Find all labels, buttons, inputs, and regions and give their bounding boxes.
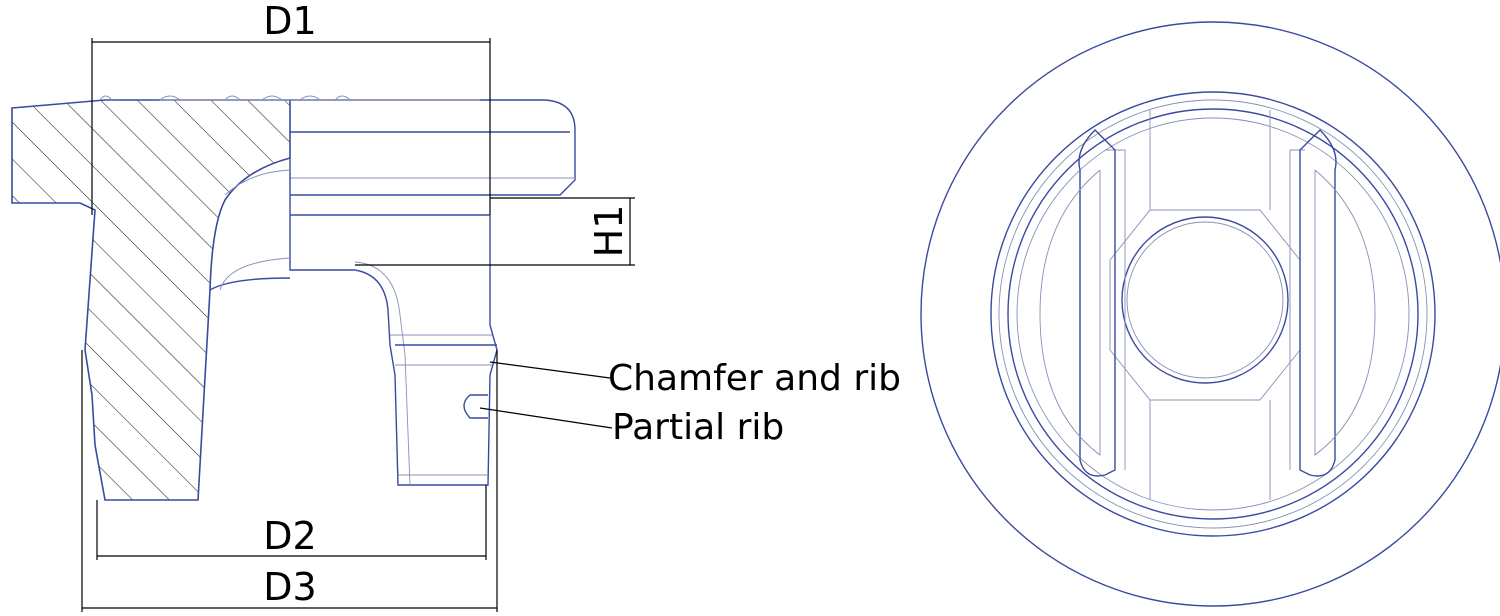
flange-inner-circle (998, 99, 1428, 529)
center-circle (1121, 216, 1289, 384)
plan-view (920, 21, 1500, 607)
dim-label-d3: D3 (263, 565, 316, 609)
partial-rib (463, 394, 488, 419)
rim-circle (1007, 108, 1419, 520)
callout-chamfer-and-rib: Chamfer and rib (608, 358, 901, 399)
flange-outline (290, 99, 576, 196)
left-slot-inner (1039, 169, 1101, 456)
callout-partial-rib: Partial rib (612, 407, 784, 448)
right-slot (1299, 129, 1337, 477)
rim-circle-2 (1016, 117, 1410, 511)
section-view (11, 95, 576, 501)
channel-lines (1105, 110, 1305, 500)
dim-label-d2: D2 (263, 514, 316, 558)
dim-label-d1: D1 (263, 0, 316, 43)
dim-label-h1: H1 (587, 205, 631, 258)
center-circle-2 (1126, 221, 1284, 379)
outer-circle (920, 21, 1500, 607)
cavity-fillet (354, 261, 411, 486)
dimension-lines (81, 38, 635, 612)
cavity-outline (289, 158, 498, 486)
flange-circle (990, 91, 1436, 537)
octagon-boss (1109, 209, 1301, 401)
cavity-left-wall (209, 277, 291, 291)
flange-beads (99, 95, 480, 101)
cavity-left-fillet (219, 169, 291, 291)
right-slot-inner (1314, 169, 1376, 456)
left-slot (1078, 129, 1116, 477)
hatched-section (11, 99, 291, 501)
